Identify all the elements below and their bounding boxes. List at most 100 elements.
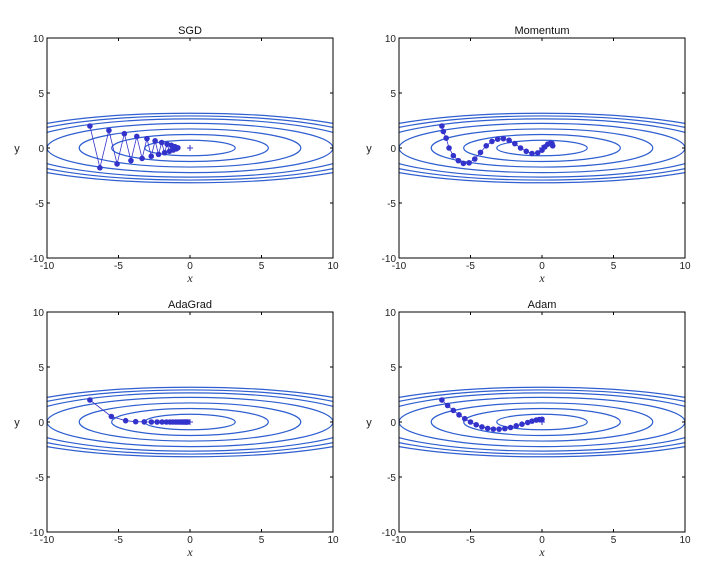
path-point (114, 161, 120, 167)
path-point (473, 421, 480, 428)
path-point (489, 138, 495, 145)
y-tick-label: 10 (385, 308, 397, 319)
y-tick-label: 5 (390, 363, 396, 374)
contour-line (47, 122, 333, 174)
path-point (108, 413, 115, 420)
x-tick-label: -5 (466, 261, 475, 272)
minimum-marker (187, 419, 193, 425)
contour-line (47, 392, 333, 452)
x-tick-label: 0 (187, 261, 193, 272)
y-tick-label: 5 (38, 89, 44, 100)
path-point (507, 424, 514, 431)
contour-line (399, 386, 685, 458)
subplot-momentum: -10 -5 0 5 10 10 5 0 -5 -10 Momentum x y (366, 25, 691, 285)
path-point (494, 136, 501, 142)
y-tick-label: 0 (390, 418, 396, 429)
contour-line (47, 396, 333, 448)
path-point (132, 418, 139, 425)
path-point (97, 165, 103, 171)
x-tick-label: -5 (114, 261, 123, 272)
path-point (456, 412, 462, 418)
y-tick-label: -5 (35, 473, 44, 484)
subplot-title: AdaGrad (168, 299, 212, 311)
y-tick-label: -10 (30, 254, 45, 265)
x-tick-label: 0 (539, 535, 545, 546)
x-tick-label: -5 (114, 535, 123, 546)
path-point (141, 419, 148, 425)
x-tick-label: 10 (327, 535, 339, 546)
x-axis-label: x (186, 545, 193, 559)
path-point (466, 160, 472, 166)
path-point (450, 407, 457, 414)
x-axis-label: x (538, 271, 545, 285)
contour-line (496, 139, 588, 157)
path-point (524, 419, 531, 426)
path-point (440, 128, 447, 135)
contour-line (399, 112, 685, 184)
y-tick-label: 10 (385, 34, 397, 45)
path-point (154, 419, 160, 425)
path-point (506, 137, 512, 144)
subplot-sgd: -10 -5 0 5 10 10 5 0 -5 -10 SGD x y (14, 25, 339, 285)
y-tick-label: -5 (387, 473, 396, 484)
path-point (122, 417, 129, 424)
path-point (106, 127, 112, 134)
path-point (121, 130, 128, 137)
y-tick-label: 5 (38, 363, 44, 374)
x-tick-label: 0 (539, 261, 545, 272)
optimization-path-line (89, 125, 179, 168)
path-point (158, 139, 165, 146)
contour-line (463, 133, 621, 163)
path-point (460, 160, 467, 167)
path-point (439, 397, 445, 403)
y-tick-label: 10 (33, 34, 45, 45)
path-point (455, 157, 462, 164)
contour-line (47, 112, 333, 184)
path-point (148, 419, 155, 425)
contour-line (78, 402, 302, 442)
subplot-adagrad: -10 -5 0 5 10 10 5 0 -5 -10 AdaGrad x y (14, 299, 339, 559)
subplot-title: Adam (528, 299, 557, 311)
x-axis-label: x (186, 271, 193, 285)
path-point (134, 133, 140, 140)
x-tick-label: 10 (679, 261, 691, 272)
x-tick-label: 10 (679, 535, 691, 546)
contour-line (399, 396, 685, 448)
y-tick-label: -10 (382, 254, 397, 265)
plot-area (399, 112, 685, 184)
y-axis-label: y (14, 143, 20, 155)
path-point (490, 426, 497, 432)
path-point (513, 423, 520, 429)
path-point (496, 426, 502, 432)
path-point (161, 149, 168, 156)
x-tick-label: 5 (611, 261, 617, 272)
path-point (175, 144, 181, 151)
path-point (443, 135, 449, 141)
path-point (479, 424, 485, 430)
y-tick-label: 0 (38, 144, 44, 155)
contour-line (399, 389, 685, 455)
path-point (148, 153, 155, 160)
path-point (159, 419, 165, 425)
x-tick-label: -10 (40, 535, 55, 546)
x-tick-label: 10 (327, 261, 339, 272)
path-point (483, 143, 490, 149)
plot-area (47, 386, 333, 458)
path-point (128, 157, 134, 164)
path-point (450, 152, 457, 159)
contour-line (430, 402, 654, 442)
plot-area (399, 386, 685, 458)
optimization-path-line (441, 125, 554, 164)
y-tick-label: -5 (35, 199, 44, 210)
contour-line (399, 392, 685, 452)
y-tick-label: 5 (390, 89, 396, 100)
subplot-title: SGD (178, 25, 202, 37)
path-point (439, 123, 445, 129)
path-point (529, 418, 535, 424)
path-point (155, 151, 162, 158)
path-point (461, 415, 468, 422)
path-point (139, 155, 145, 162)
path-point (512, 140, 518, 147)
path-point (519, 421, 525, 428)
